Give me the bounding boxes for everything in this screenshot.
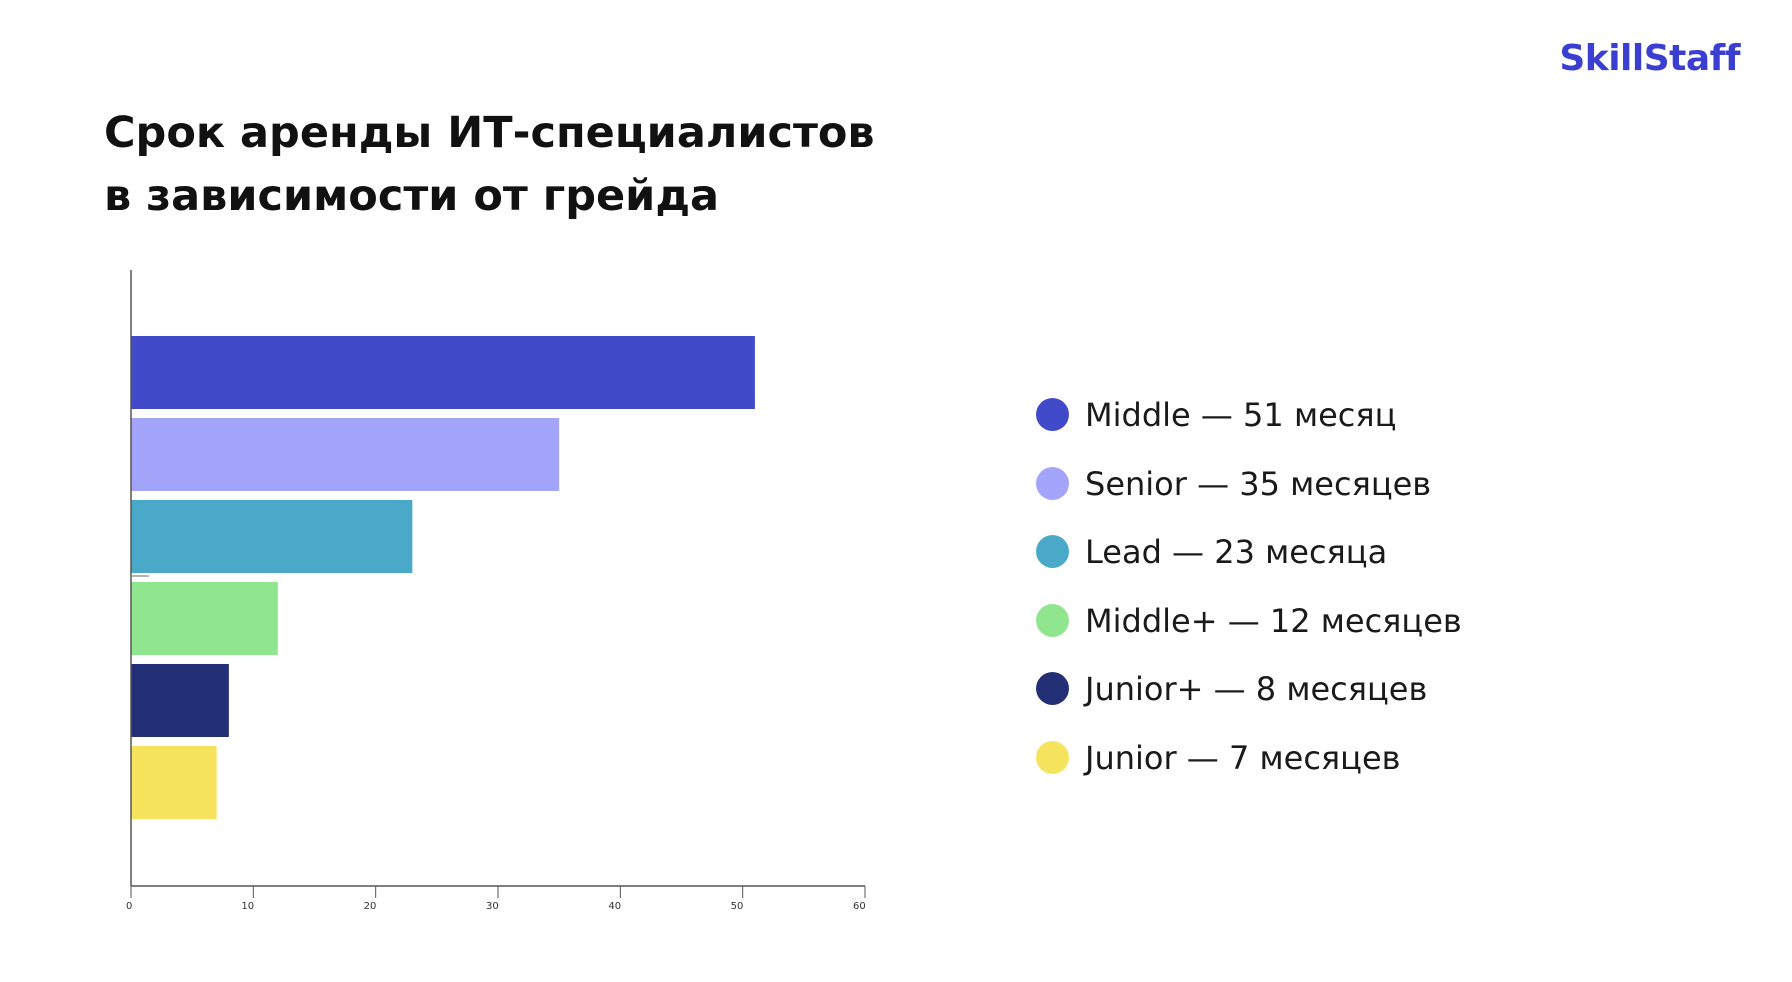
chart-title: Срок аренды ИТ-специалистов в зависимост… bbox=[104, 102, 924, 228]
bar-junior bbox=[131, 746, 217, 819]
x-tick-label: 60 bbox=[853, 901, 866, 912]
chart-title-line-1: Срок аренды ИТ-специалистов bbox=[104, 108, 875, 158]
legend-dot-icon bbox=[1036, 672, 1069, 705]
legend-item: Middle+ — 12 месяцев bbox=[1036, 588, 1462, 657]
bar-senior bbox=[131, 418, 560, 491]
legend-item: Junior+ — 8 месяцев bbox=[1036, 656, 1462, 725]
legend-dot-icon bbox=[1036, 740, 1069, 774]
x-tick-label: 30 bbox=[486, 901, 499, 912]
legend-label: Senior — 35 месяцев bbox=[1085, 464, 1432, 503]
bar-chart: 0 10 20 30 40 50 60 bbox=[126, 270, 866, 912]
x-tick-label: 20 bbox=[364, 901, 377, 912]
x-tick-label: 50 bbox=[731, 901, 744, 912]
legend-label: Junior — 7 месяцев bbox=[1085, 738, 1401, 777]
bar-lead bbox=[131, 500, 413, 573]
chart-title-line-2: в зависимости от грейда bbox=[104, 171, 720, 221]
bar-junior-plus bbox=[131, 664, 229, 737]
bar-middle-plus bbox=[131, 582, 278, 655]
legend-item: Middle — 51 месяц bbox=[1036, 382, 1462, 451]
legend-item: Lead — 23 месяца bbox=[1036, 519, 1462, 588]
legend-dot-icon bbox=[1036, 466, 1069, 500]
legend-dot-icon bbox=[1036, 398, 1069, 431]
legend-item: Junior — 7 месяцев bbox=[1036, 725, 1462, 794]
legend-label: Middle+ — 12 месяцев bbox=[1085, 601, 1462, 640]
legend-item: Senior — 35 месяцев bbox=[1036, 451, 1462, 520]
legend-dot-icon bbox=[1036, 535, 1069, 568]
brand-logo: SkillStaff bbox=[1559, 38, 1740, 79]
legend-label: Middle — 51 месяц bbox=[1085, 396, 1397, 434]
bar-middle bbox=[131, 336, 755, 409]
x-tick-label: 40 bbox=[608, 901, 621, 912]
x-tick-label: 10 bbox=[241, 901, 254, 912]
legend-dot-icon bbox=[1036, 603, 1069, 637]
legend-label: Lead — 23 месяца bbox=[1085, 533, 1388, 571]
x-tick-label: 0 bbox=[126, 901, 132, 912]
legend-label: Junior+ — 8 месяцев bbox=[1085, 670, 1428, 708]
chart-legend: Middle — 51 месяц Senior — 35 месяцев Le… bbox=[1036, 382, 1462, 793]
